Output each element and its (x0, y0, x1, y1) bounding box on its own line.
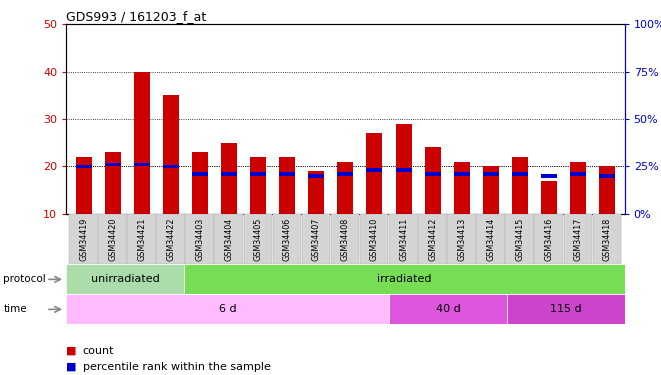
Bar (221, 172, 237, 176)
Text: unirradiated: unirradiated (91, 274, 159, 284)
Text: percentile rank within the sample: percentile rank within the sample (83, 362, 270, 372)
Bar (221, 143, 237, 214)
Text: GSM34410: GSM34410 (370, 217, 379, 261)
Bar (360, 214, 389, 264)
Bar (593, 214, 621, 264)
Text: GSM34417: GSM34417 (574, 217, 582, 261)
Text: count: count (83, 346, 114, 355)
Text: GSM34407: GSM34407 (312, 217, 321, 261)
Bar (308, 174, 325, 178)
Text: GSM34415: GSM34415 (516, 217, 524, 261)
Bar (483, 172, 499, 176)
Bar (541, 181, 557, 214)
Bar (389, 294, 507, 324)
Bar (98, 214, 127, 264)
Bar (250, 157, 266, 214)
Bar (453, 162, 470, 214)
Bar (570, 162, 586, 214)
Bar (69, 214, 98, 264)
Bar (75, 165, 92, 168)
Bar (366, 133, 383, 214)
Text: GSM34404: GSM34404 (225, 217, 233, 261)
Bar (535, 214, 563, 264)
Bar (134, 72, 150, 214)
Bar (477, 214, 505, 264)
Bar (163, 95, 179, 214)
Bar (330, 214, 360, 264)
Bar (104, 163, 121, 166)
Bar (301, 214, 330, 264)
Text: GSM34412: GSM34412 (428, 217, 437, 261)
Text: 6 d: 6 d (219, 304, 237, 314)
Bar (250, 172, 266, 176)
Text: protocol: protocol (3, 274, 46, 284)
Bar (599, 166, 615, 214)
Bar (192, 152, 208, 214)
Bar (506, 214, 534, 264)
Bar (418, 214, 447, 264)
Text: GSM34419: GSM34419 (79, 217, 88, 261)
Bar (279, 157, 295, 214)
Text: GDS993 / 161203_f_at: GDS993 / 161203_f_at (66, 10, 206, 23)
Text: GSM34413: GSM34413 (457, 217, 466, 261)
Bar (163, 165, 179, 168)
Bar (389, 214, 418, 264)
Bar (127, 214, 156, 264)
Bar (570, 172, 586, 176)
Bar (134, 163, 150, 166)
Text: GSM34420: GSM34420 (108, 217, 117, 261)
Bar (66, 264, 184, 294)
Text: GSM34408: GSM34408 (341, 217, 350, 261)
Bar (599, 174, 615, 178)
Text: GSM34405: GSM34405 (254, 217, 262, 261)
Text: irradiated: irradiated (377, 274, 432, 284)
Text: GSM34421: GSM34421 (137, 217, 146, 261)
Text: GSM34418: GSM34418 (603, 217, 611, 261)
Bar (337, 162, 354, 214)
Bar (214, 214, 243, 264)
Bar (156, 214, 185, 264)
Bar (75, 157, 92, 214)
Text: GSM34403: GSM34403 (196, 217, 204, 261)
Bar (184, 264, 625, 294)
Bar (424, 172, 441, 176)
Bar (483, 166, 499, 214)
Bar (185, 214, 214, 264)
Text: ■: ■ (66, 362, 77, 372)
Bar (512, 157, 528, 214)
Bar (507, 294, 625, 324)
Bar (366, 168, 383, 172)
Text: GSM34406: GSM34406 (283, 217, 292, 261)
Bar (541, 174, 557, 178)
Bar (564, 214, 592, 264)
Bar (453, 172, 470, 176)
Bar (337, 172, 354, 176)
Bar (192, 172, 208, 176)
Bar (395, 168, 412, 172)
Text: ■: ■ (66, 346, 77, 355)
Text: GSM34411: GSM34411 (399, 217, 408, 261)
Bar (272, 214, 301, 264)
Bar (308, 171, 325, 214)
Text: time: time (3, 304, 27, 314)
Bar (104, 152, 121, 214)
Bar (279, 172, 295, 176)
Text: GSM34422: GSM34422 (167, 217, 175, 261)
Bar (424, 147, 441, 214)
Text: GSM34414: GSM34414 (486, 217, 495, 261)
Bar (66, 294, 389, 324)
Text: 115 d: 115 d (550, 304, 582, 314)
Bar (447, 214, 476, 264)
Bar (243, 214, 272, 264)
Text: 40 d: 40 d (436, 304, 461, 314)
Bar (395, 124, 412, 214)
Text: GSM34416: GSM34416 (545, 217, 553, 261)
Bar (512, 172, 528, 176)
